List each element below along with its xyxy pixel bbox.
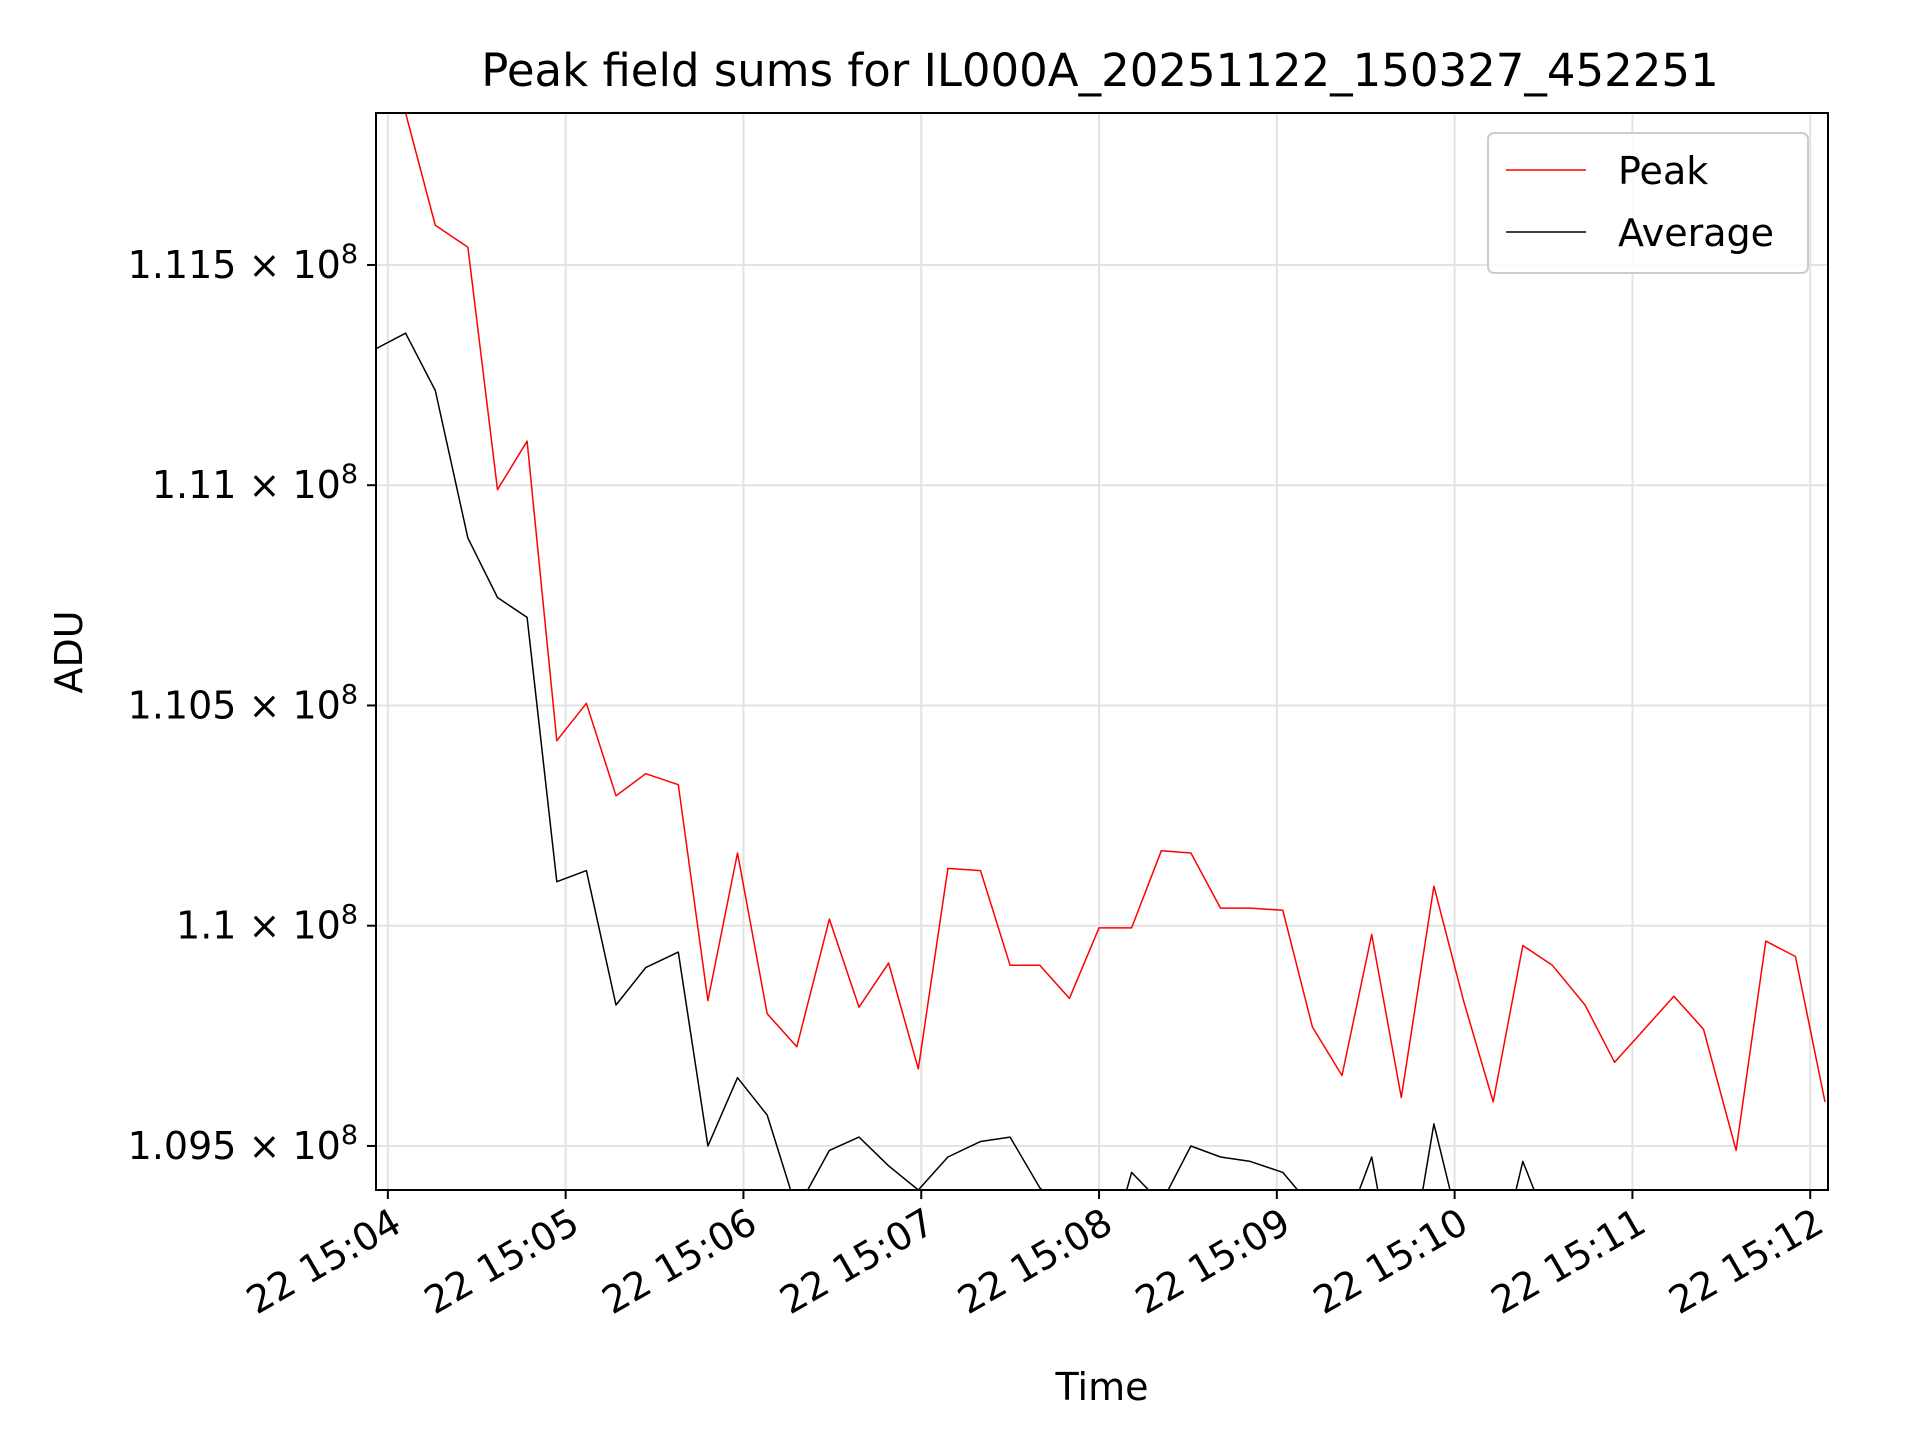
y-tick-mantissa: 1.105 (128, 683, 237, 727)
chart-title: Peak field sums for IL000A_20251122_1503… (481, 44, 1718, 97)
y-tick-label: 1.095 × 108 (128, 1120, 358, 1168)
y-tick-exponent: 8 (341, 679, 358, 710)
y-tick-times-ten: × 10 (236, 243, 340, 287)
y-tick-label: 1.1 × 108 (176, 900, 358, 948)
y-tick-label: 1.115 × 108 (128, 239, 358, 287)
legend: Peak Average (1487, 132, 1809, 274)
plot-frame (375, 112, 1829, 1191)
y-tick-times-ten: × 10 (236, 904, 340, 948)
legend-label-peak: Peak (1618, 149, 1708, 193)
y-tick-label: 1.105 × 108 (128, 679, 358, 727)
y-tick-mantissa: 1.1 (176, 904, 236, 948)
y-tick-times-ten: × 10 (236, 463, 340, 507)
y-tick-mantissa: 1.115 (128, 243, 237, 287)
x-axis-label: Time (1055, 1365, 1149, 1409)
legend-label-average: Average (1618, 211, 1774, 255)
y-tick-mantissa: 1.095 (128, 1124, 237, 1168)
y-tick-label: 1.11 × 108 (152, 459, 358, 507)
y-tick-exponent: 8 (341, 239, 358, 270)
y-tick-times-ten: × 10 (236, 1124, 340, 1168)
series-line-peak (376, 113, 1826, 1152)
y-tick-exponent: 8 (341, 459, 358, 490)
grid (376, 113, 1828, 1190)
y-tick-exponent: 8 (341, 1120, 358, 1151)
y-axis-label: ADU (47, 610, 91, 693)
y-tick-mantissa: 1.11 (152, 463, 237, 507)
legend-box (1487, 132, 1809, 274)
series-layer (376, 113, 1826, 1190)
y-tick-exponent: 8 (341, 900, 358, 931)
y-tick-times-ten: × 10 (236, 683, 340, 727)
series-line-average (376, 332, 1535, 1190)
